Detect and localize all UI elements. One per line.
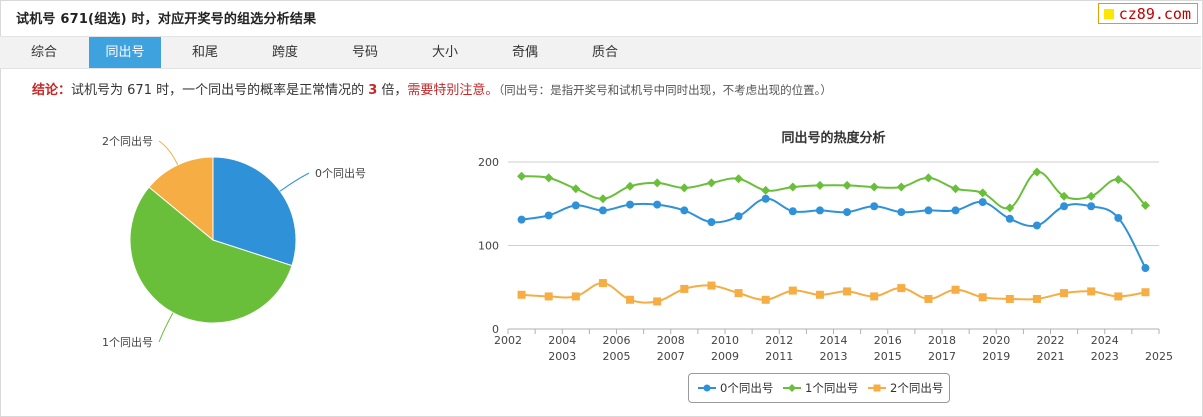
brand-text: cz89.com	[1118, 4, 1191, 23]
pie-slice-1[interactable]	[129, 186, 293, 324]
conclusion-note: （同出号：是指开奖号和试机号中同时出现，不考虑出现的位置。）	[498, 83, 832, 97]
legend-item-0[interactable]: 0个同出号	[698, 380, 773, 396]
tab-number[interactable]: 号码	[351, 45, 378, 60]
page-title: 试机号 671(组选) 时，对应开奖号的组选分析结果	[16, 12, 317, 27]
legend-item-2[interactable]: 2个同出号	[868, 380, 943, 396]
pie-chart: 0个同出号 1个同出号 2个同出号	[102, 134, 366, 349]
tab-overview[interactable]: 综合	[30, 45, 57, 60]
conclusion-multiple: 3	[368, 83, 378, 98]
conclusion-text: 试机号为 671 时，一个同出号的概率是正常情况的	[71, 83, 369, 98]
tab-bar: 综合 同出号 和尾 跨度 号码 大小 奇偶 质合	[0, 36, 1201, 69]
tab-prime-composite[interactable]: 质合	[591, 45, 618, 60]
tab-odd-even[interactable]: 奇偶	[511, 45, 538, 60]
tab-sum-tail[interactable]: 和尾	[191, 45, 218, 60]
pie-leader-line-2	[158, 140, 179, 166]
legend-marker-2-icon	[868, 384, 886, 392]
conclusion-text-2: 倍，	[377, 83, 408, 98]
legend-marker-0-icon	[698, 384, 716, 392]
conclusion-line: 结论：试机号为 671 时，一个同出号的概率是正常情况的 3 倍，需要特别注意。…	[32, 79, 832, 98]
tab-span[interactable]: 跨度	[271, 45, 298, 60]
pie-label-0: 0个同出号	[315, 166, 366, 180]
tab-common-numbers[interactable]: 同出号	[89, 37, 161, 68]
legend-item-1[interactable]: 1个同出号	[783, 380, 858, 396]
pie-leader-line-0	[279, 172, 310, 192]
legend-label-0: 0个同出号	[720, 381, 774, 395]
legend-marker-1-icon	[783, 384, 801, 392]
pie-label-2: 2个同出号	[102, 134, 153, 148]
pie-slice-0[interactable]	[212, 156, 297, 267]
legend-label-2: 2个同出号	[890, 381, 944, 395]
tab-big-small[interactable]: 大小	[431, 45, 458, 60]
legend-label-1: 1个同出号	[805, 381, 859, 395]
conclusion-warning: 需要特别注意。	[407, 83, 499, 98]
brand-square-icon	[1103, 8, 1114, 19]
conclusion-label: 结论：	[32, 83, 72, 98]
site-brand[interactable]: cz89.com	[1097, 3, 1198, 24]
pie-label-1: 1个同出号	[102, 335, 153, 349]
pie-leader-line-1	[158, 312, 174, 343]
chart-legend: 0个同出号 1个同出号 2个同出号	[688, 373, 950, 403]
